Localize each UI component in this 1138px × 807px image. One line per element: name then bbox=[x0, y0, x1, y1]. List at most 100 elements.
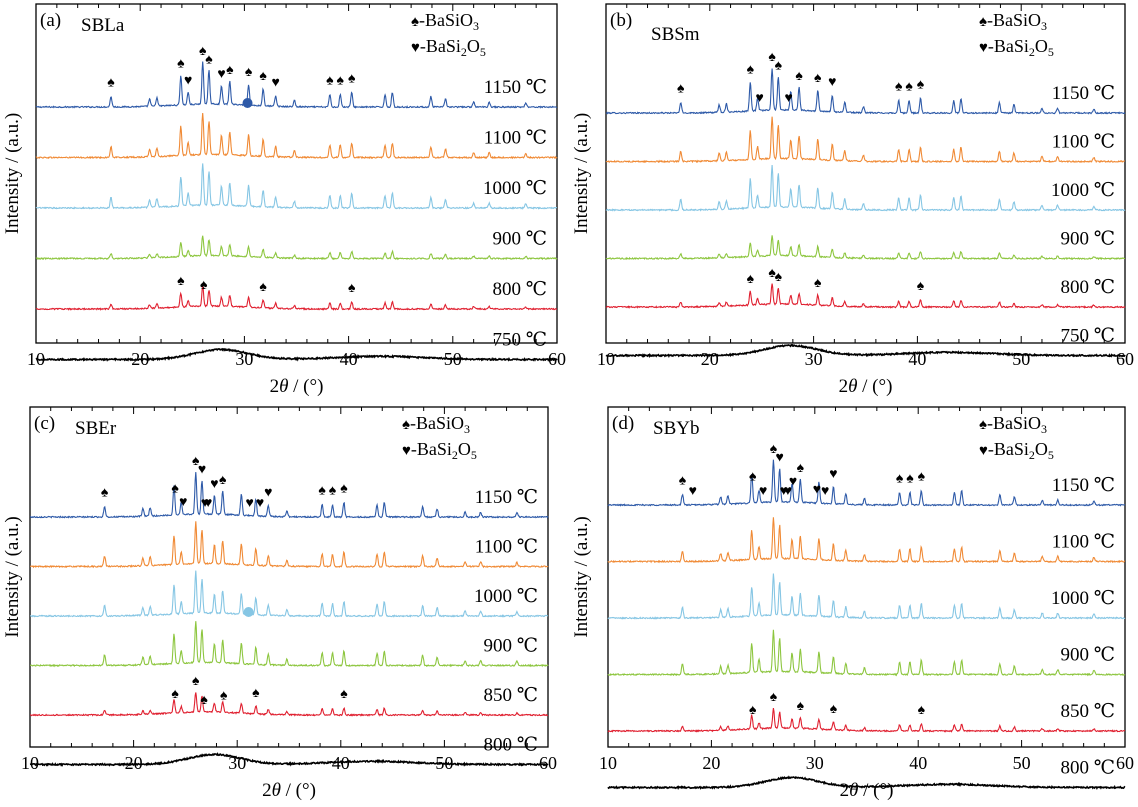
x-tick-label: 60 bbox=[1116, 349, 1134, 369]
basio3-marker: ♠ bbox=[679, 474, 687, 489]
legend-basi2o5: ♥-BaSi2O5 bbox=[411, 36, 486, 59]
basio3-marker: ♠ bbox=[107, 76, 115, 91]
basio3-marker: ♠ bbox=[770, 690, 778, 705]
basio3-marker: ♠ bbox=[259, 69, 267, 84]
basio3-marker: ♠ bbox=[200, 693, 208, 708]
basio3-marker: ♠ bbox=[775, 270, 783, 285]
basi2o5-marker: ♥ bbox=[217, 67, 225, 82]
panel-letter: (a) bbox=[40, 10, 61, 31]
legend-basio3: ♠-BaSiO3 bbox=[402, 413, 470, 436]
temperature-label: 1100 ℃ bbox=[1052, 132, 1115, 153]
basio3-marker: ♠ bbox=[219, 473, 227, 488]
temperature-label: 1000 ℃ bbox=[483, 178, 547, 199]
x-axis-title: 2θ / (°) bbox=[270, 376, 324, 397]
legend-basio3: ♠-BaSiO3 bbox=[979, 413, 1047, 436]
xrd-pattern-900 bbox=[607, 629, 1126, 677]
x-tick-label: 20 bbox=[702, 753, 720, 773]
xrd-pattern-1150 bbox=[29, 472, 549, 519]
xrd-pattern-750 bbox=[605, 343, 1126, 359]
temperature-label: 1100 ℃ bbox=[475, 537, 538, 558]
temperature-label: 1100 ℃ bbox=[484, 128, 547, 149]
basi2o5-marker: ♥ bbox=[210, 477, 218, 492]
x-tick-label: 40 bbox=[909, 753, 927, 773]
basio3-marker: ♠ bbox=[797, 461, 805, 476]
basio3-marker: ♠ bbox=[918, 703, 926, 718]
basio3-marker: ♠ bbox=[329, 483, 337, 498]
basi2o5-marker: ♥ bbox=[256, 496, 264, 511]
x-tick-label: 20 bbox=[125, 753, 143, 773]
basio3-marker: ♠ bbox=[337, 73, 345, 88]
xrd-pattern-900 bbox=[30, 621, 549, 668]
x-tick-label: 10 bbox=[21, 753, 39, 773]
temperature-label: 750 ℃ bbox=[1060, 326, 1115, 347]
temperature-label: 900 ℃ bbox=[483, 636, 538, 657]
xrd-pattern-1100 bbox=[35, 113, 558, 160]
basio3-marker: ♠ bbox=[171, 481, 179, 496]
basio3-marker: ♠ bbox=[226, 63, 234, 78]
sample-name: SBYb bbox=[653, 418, 699, 439]
highlight-dot bbox=[242, 98, 253, 108]
xrd-pattern-1000 bbox=[35, 163, 557, 210]
basio3-marker: ♠ bbox=[192, 674, 200, 689]
xrd-pattern-1100 bbox=[605, 116, 1125, 164]
basio3-marker: ♠ bbox=[770, 442, 778, 457]
basio3-marker: ♠ bbox=[917, 77, 925, 92]
temperature-label: 900 ℃ bbox=[1060, 645, 1115, 666]
basio3-marker: ♠ bbox=[677, 82, 685, 97]
xrd-pattern-900 bbox=[605, 235, 1126, 261]
basio3-marker: ♠ bbox=[205, 52, 213, 67]
temperature-label: 1000 ℃ bbox=[1051, 588, 1115, 609]
legend-basio3: ♠-BaSiO3 bbox=[411, 10, 479, 33]
temperature-label: 800 ℃ bbox=[492, 279, 547, 300]
basio3-marker: ♠ bbox=[830, 702, 838, 717]
temperature-label: 1150 ℃ bbox=[1052, 475, 1115, 496]
basi2o5-marker: ♥ bbox=[755, 91, 763, 106]
basi2o5-marker: ♥ bbox=[689, 484, 697, 499]
basio3-marker: ♠ bbox=[192, 454, 200, 469]
xrd-pattern-850 bbox=[607, 708, 1126, 733]
panel-letter: (d) bbox=[612, 413, 634, 434]
temperature-label: 1150 ℃ bbox=[1052, 83, 1115, 104]
basio3-marker: ♠ bbox=[768, 50, 776, 65]
basio3-marker: ♠ bbox=[896, 471, 904, 486]
basio3-marker: ♠ bbox=[749, 703, 757, 718]
xrd-pattern-900 bbox=[35, 235, 558, 261]
basio3-marker: ♠ bbox=[917, 279, 925, 294]
basio3-marker: ♠ bbox=[814, 71, 822, 86]
basio3-marker: ♠ bbox=[797, 699, 805, 714]
xrd-pattern-800 bbox=[607, 775, 1126, 790]
xrd-pattern-800 bbox=[29, 752, 549, 767]
basio3-marker: ♠ bbox=[747, 272, 755, 287]
basi2o5-marker: ♥ bbox=[784, 484, 792, 499]
basio3-marker: ♠ bbox=[918, 469, 926, 484]
basi2o5-marker: ♥ bbox=[201, 496, 209, 511]
basio3-marker: ♠ bbox=[340, 481, 348, 496]
basio3-marker: ♠ bbox=[318, 483, 326, 498]
temperature-label: 1000 ℃ bbox=[1051, 180, 1115, 201]
plot-frame bbox=[35, 3, 558, 344]
basio3-marker: ♠ bbox=[775, 58, 783, 73]
basio3-marker: ♠ bbox=[326, 73, 334, 88]
temperature-label: 850 ℃ bbox=[1060, 701, 1115, 722]
panel-letter: (c) bbox=[34, 413, 55, 434]
basi2o5-marker: ♥ bbox=[179, 495, 187, 510]
sample-name: SBSm bbox=[651, 24, 700, 45]
xrd-pattern-800 bbox=[35, 285, 557, 311]
xrd-pattern-1000 bbox=[30, 570, 549, 618]
x-tick-label: 30 bbox=[806, 753, 824, 773]
x-tick-label: 60 bbox=[539, 753, 557, 773]
temperature-label: 850 ℃ bbox=[483, 685, 538, 706]
basio3-marker: ♠ bbox=[171, 687, 179, 702]
basio3-marker: ♠ bbox=[895, 79, 903, 94]
basio3-marker: ♠ bbox=[101, 486, 109, 501]
basio3-marker: ♠ bbox=[906, 471, 914, 486]
sample-name: SBLa bbox=[81, 15, 125, 36]
basio3-marker: ♠ bbox=[245, 65, 253, 80]
legend-basio3: ♠-BaSiO3 bbox=[979, 10, 1047, 33]
basio3-marker: ♠ bbox=[348, 71, 356, 86]
xrd-pattern-850 bbox=[30, 692, 549, 717]
basio3-marker: ♠ bbox=[747, 63, 755, 78]
basi2o5-marker: ♥ bbox=[198, 462, 206, 477]
